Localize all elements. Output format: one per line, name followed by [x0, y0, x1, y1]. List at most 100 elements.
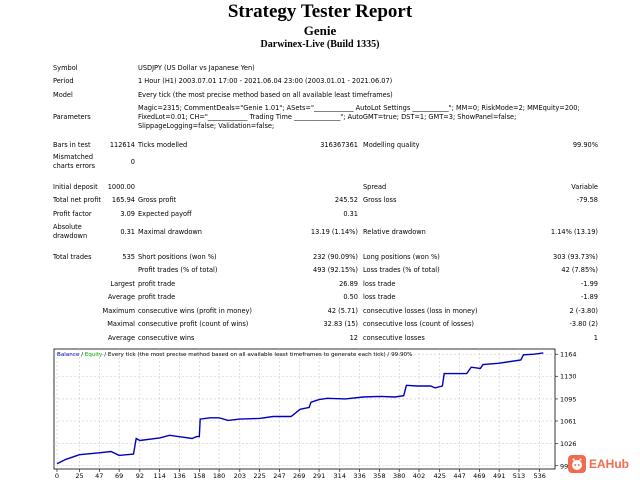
stat-label: consecutive losses (loss in money) — [363, 307, 478, 315]
balance-line — [56, 352, 544, 465]
stat-label: Absolute drawdown — [53, 223, 88, 240]
stat-value: 13.19 (1.14%) — [310, 228, 358, 236]
y-tick-label: 1061 — [560, 418, 577, 426]
x-tick-label: 380 — [393, 472, 405, 480]
x-tick-label: 92 — [136, 472, 144, 480]
stat-label: consecutive profit (count of wins) — [138, 320, 249, 328]
stat-label: Profit trades (% of total) — [138, 266, 218, 274]
legend-balance: Balance — [57, 352, 80, 358]
y-tick-label: 1130 — [560, 373, 577, 381]
stat-label: Modelling quality — [363, 141, 420, 149]
stat-label: Expected payoff — [138, 210, 192, 218]
stat-value: 535 — [122, 253, 135, 261]
stat-label: consecutive loss (count of losses) — [363, 320, 474, 328]
stat-label: Initial deposit — [53, 183, 98, 191]
stat-value: 0 — [130, 158, 135, 166]
stat-value: 12 — [349, 334, 358, 342]
eahub-watermark: EAHub — [568, 455, 629, 473]
stat-value: -1.89 — [580, 293, 598, 301]
x-tick-label: 402 — [413, 472, 425, 480]
stat-label: Loss trades (% of total) — [363, 266, 440, 274]
x-tick-label: 536 — [533, 472, 545, 480]
x-tick-label: 158 — [193, 472, 205, 480]
stat-value: 0.31 — [343, 210, 358, 218]
info-label: Period — [53, 77, 74, 85]
stat-label: Long positions (won %) — [363, 253, 440, 261]
stat-label: Gross profit — [138, 196, 177, 204]
stat-label: Ticks modelled — [138, 141, 188, 149]
stat-value: Maximum — [102, 307, 136, 315]
info-label: Symbol — [53, 64, 78, 72]
x-tick-label: 336 — [353, 472, 365, 480]
info-value: SlippageLogging=false; Validation=false; — [138, 122, 275, 130]
stat-value: Average — [107, 293, 135, 301]
x-tick-label: 114 — [153, 472, 165, 480]
info-value: Magic=2315; CommentDeals="Genie 1.01"; A… — [138, 104, 580, 112]
info-label: Parameters — [53, 113, 91, 121]
stat-label: Total net profit — [53, 196, 101, 204]
stat-label: Bars in test — [53, 141, 91, 149]
stat-value: 0.31 — [120, 228, 135, 236]
stat-value: 26.89 — [339, 280, 358, 288]
stat-label: consecutive wins — [138, 334, 195, 342]
stat-value: Average — [107, 334, 135, 342]
stat-label: loss trade — [363, 280, 396, 288]
server-build: Darwinex-Live (Build 1335) — [260, 39, 380, 50]
stat-value: 42 (7.85%) — [561, 266, 598, 274]
info-value: USDJPY (US Dollar vs Japanese Yen) — [138, 64, 255, 72]
y-tick-label: 1026 — [560, 440, 577, 448]
legend-sep1: / — [79, 352, 84, 358]
x-tick-label: 136 — [173, 472, 185, 480]
stat-value: 303 (93.73%) — [553, 253, 598, 261]
y-tick-label: 992 — [560, 462, 572, 470]
pig-logo-icon — [568, 455, 586, 473]
stat-label: Mismatched charts errors — [53, 153, 96, 170]
stat-value: 245.52 — [334, 196, 358, 204]
stat-label: consecutive wins (profit in money) — [138, 307, 253, 315]
x-tick-label: 269 — [293, 472, 305, 480]
stat-value: 316367361 — [320, 141, 358, 149]
stat-label: Maximal drawdown — [138, 228, 202, 236]
legend-rest: / Every tick (the most precise method ba… — [102, 352, 412, 358]
stat-value: 32.83 (15) — [323, 320, 358, 328]
stat-value: 165.94 — [111, 196, 135, 204]
info-label: Model — [53, 91, 73, 99]
x-tick-label: 513 — [513, 472, 525, 480]
stat-label: Short positions (won %) — [138, 253, 217, 261]
stat-value: -1.99 — [580, 280, 598, 288]
stat-value: 0.50 — [343, 293, 358, 301]
stat-value: 112614 — [109, 141, 135, 149]
y-tick-label: 1164 — [560, 351, 577, 359]
stat-label: Gross loss — [363, 196, 397, 204]
x-tick-label: 203 — [234, 472, 246, 480]
stat-value: 1.14% (13.19) — [550, 228, 598, 236]
x-tick-label: 225 — [253, 472, 265, 480]
y-tick-label: 1095 — [560, 395, 577, 403]
report-title: Strategy Tester Report — [227, 1, 413, 22]
stat-value: Variable — [571, 183, 598, 191]
stat-value: Largest — [110, 280, 135, 288]
x-tick-label: 25 — [75, 472, 83, 480]
legend-equity: Equity — [85, 352, 103, 358]
x-tick-label: 358 — [373, 472, 385, 480]
stat-value: 42 (5.71) — [327, 307, 358, 315]
x-tick-label: 469 — [473, 472, 485, 480]
x-tick-label: 0 — [55, 472, 59, 480]
x-tick-label: 491 — [493, 472, 505, 480]
stat-value: 232 (90.09%) — [313, 253, 358, 261]
stat-value: 2 (-3.80) — [569, 307, 599, 315]
x-tick-label: 447 — [453, 472, 465, 480]
stat-label: consecutive losses — [363, 334, 425, 342]
stat-label: profit trade — [138, 293, 176, 301]
stat-value: 1 — [593, 334, 598, 342]
info-value: FixedLot=0.01; CH="____________ Trading … — [138, 113, 517, 121]
stat-label: Relative drawdown — [363, 228, 426, 236]
x-tick-label: 247 — [273, 472, 285, 480]
chart-legend: Balance / Equity / Every tick (the most … — [57, 352, 412, 358]
x-tick-label: 180 — [213, 472, 225, 480]
stat-label: profit trade — [138, 280, 176, 288]
stat-label: Profit factor — [53, 210, 92, 218]
stat-value: Maximal — [107, 320, 135, 328]
stat-value: 3.09 — [120, 210, 135, 218]
